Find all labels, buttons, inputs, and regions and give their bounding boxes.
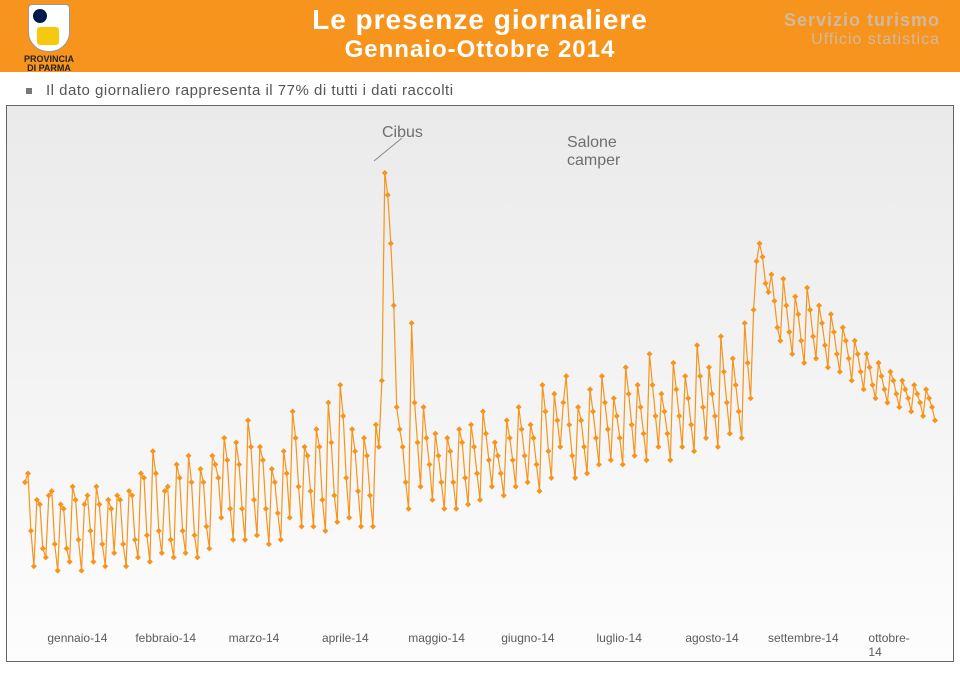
- header-bar: PROVINCIADI PARMA Le presenze giornalier…: [0, 0, 960, 72]
- annotation-salone: Salonecamper: [567, 134, 620, 169]
- xlabel: ottobre-14: [868, 631, 920, 659]
- xlabel: aprile-14: [322, 631, 369, 645]
- daily-presence-chart: Cibus Salonecamper gennaio-14 febbraio-14…: [6, 105, 954, 662]
- xlabel: maggio-14: [408, 631, 465, 645]
- annotation-cibus: Cibus: [382, 124, 423, 142]
- provincia-shield-icon: [28, 4, 70, 52]
- subnote-line: Il dato giornaliero rappresenta il 77% d…: [0, 72, 960, 99]
- xlabel: agosto-14: [685, 631, 738, 645]
- xlabel: febbraio-14: [135, 631, 196, 645]
- bullet-icon: [26, 88, 32, 94]
- x-axis-labels: gennaio-14 febbraio-14 marzo-14 aprile-14 ma…: [13, 631, 947, 655]
- page-title: Le presenze giornaliere Gennaio-Ottobre …: [260, 4, 700, 64]
- xlabel: luglio-14: [597, 631, 642, 645]
- xlabel: giugno-14: [501, 631, 554, 645]
- xlabel: settembre-14: [768, 631, 839, 645]
- xlabel: marzo-14: [229, 631, 280, 645]
- logo-block: PROVINCIADI PARMA: [14, 4, 84, 74]
- chart-svg: [7, 106, 953, 659]
- xlabel: gennaio-14: [47, 631, 107, 645]
- logo-text: PROVINCIADI PARMA: [14, 55, 84, 74]
- department-block: Servizio turismo Ufficio statistica: [784, 10, 940, 49]
